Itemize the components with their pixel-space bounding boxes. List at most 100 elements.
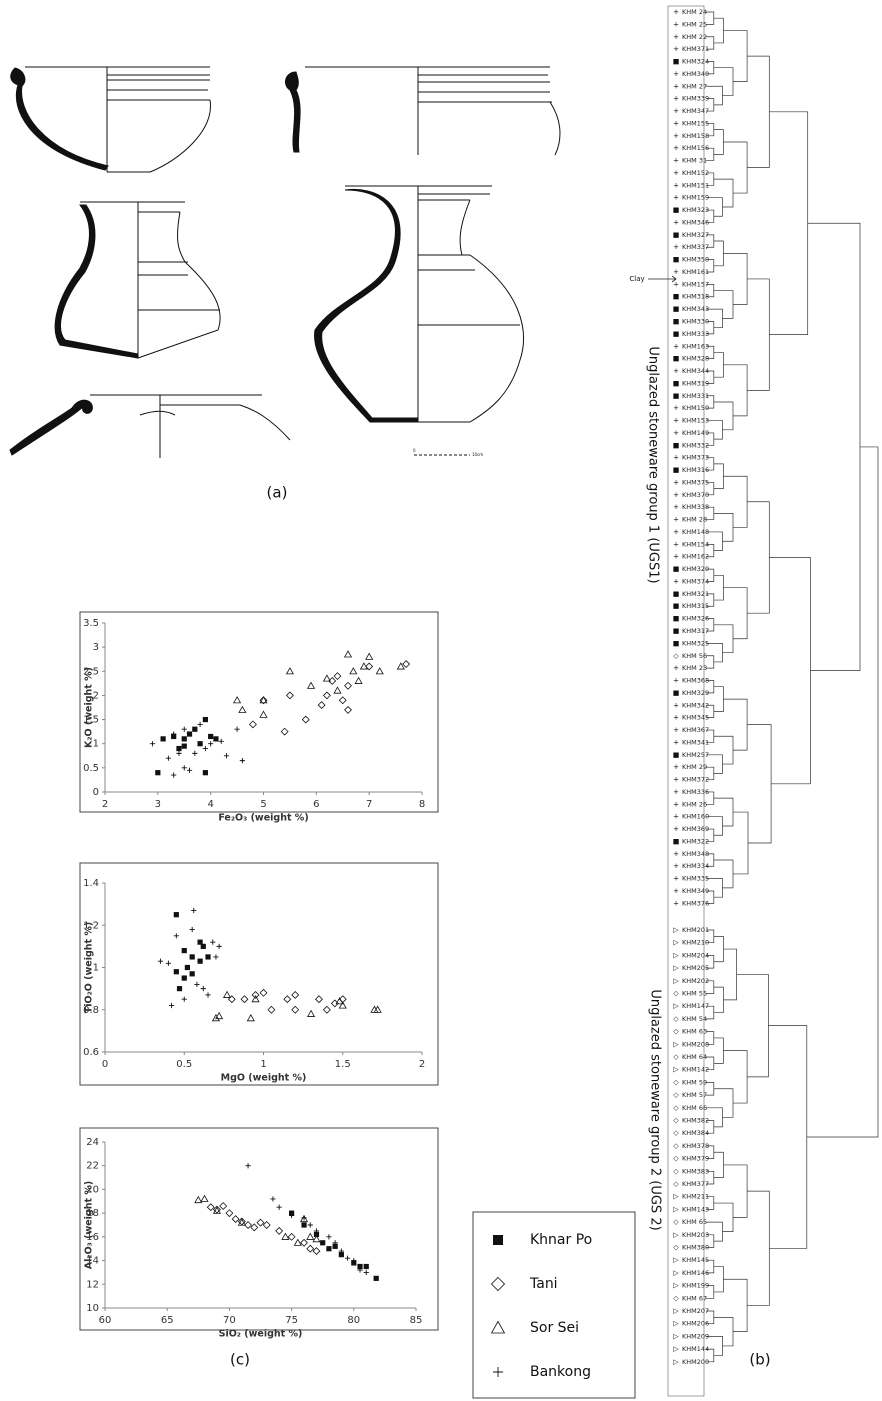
- leaf-label: KHM337: [682, 243, 709, 251]
- leaf-label: KHM336: [682, 788, 709, 796]
- legend: Khnar Po Tani Sor Sei Bankong: [490, 1232, 592, 1380]
- leaf-symbol: ■: [673, 392, 680, 400]
- leaf-label: KHM340: [682, 70, 709, 78]
- leaf-symbol: ▷: [673, 939, 679, 947]
- leaf-symbol: +: [673, 70, 679, 78]
- point: [225, 1209, 234, 1218]
- dendrogram-branch: [807, 222, 861, 672]
- leaf-symbol: ■: [673, 751, 680, 759]
- dendrogram-branch: [769, 111, 809, 336]
- point: [205, 992, 211, 998]
- point: [359, 662, 368, 670]
- dendrogram-branch: [723, 475, 748, 528]
- dendrogram-branch: [713, 401, 734, 431]
- leaf-symbol: ▷: [673, 1269, 679, 1277]
- point: [181, 736, 187, 742]
- leaf-label: KHM157: [682, 280, 709, 288]
- point: [332, 1240, 338, 1246]
- point: [246, 1014, 255, 1022]
- leaf-symbol: +: [673, 181, 679, 189]
- leaf-symbol: +: [673, 107, 679, 115]
- point: [275, 1226, 284, 1235]
- dendrogram-branch: [713, 513, 734, 542]
- leaf-symbol: +: [673, 194, 679, 202]
- point: [184, 964, 191, 971]
- leaf-label: KHM257: [682, 751, 709, 759]
- point: [293, 1238, 302, 1246]
- point: [181, 996, 187, 1002]
- point: [330, 999, 339, 1008]
- leaf-symbol: ◇: [673, 1028, 679, 1036]
- leaf-label: KHM328: [682, 355, 709, 363]
- dendrogram-branch: [713, 686, 724, 712]
- dendrogram-branch: [747, 55, 770, 168]
- leaf-label: KHM319: [682, 379, 709, 387]
- y-axis-label: K₂O (weight %): [84, 667, 95, 748]
- point: [181, 948, 187, 954]
- x-tick-label: 70: [223, 1315, 236, 1326]
- leaf-symbol: ■: [673, 590, 680, 598]
- leaf-symbol: ■: [673, 58, 680, 66]
- dendrogram-branch: [713, 67, 734, 96]
- dendrogram-branch: [723, 1050, 748, 1104]
- leaf-symbol: ▷: [673, 1282, 679, 1290]
- y-tick-label: 0.6: [83, 1047, 99, 1058]
- point: [280, 727, 289, 736]
- leaf-label: KHM372: [682, 776, 709, 784]
- y-tick-label: 2.5: [83, 666, 99, 677]
- point: [301, 1222, 307, 1228]
- legend-marker: [490, 1276, 506, 1292]
- point: [208, 741, 214, 747]
- leaf-label: KHM 57: [682, 1091, 707, 1099]
- leaf-label: KHM327: [682, 231, 709, 239]
- dendrogram-branch: [723, 698, 748, 751]
- point: [245, 1163, 251, 1169]
- point: [186, 731, 193, 737]
- group-label: Unglazed stoneware group 1 (UGS1): [646, 346, 661, 583]
- leaf-label: KHM367: [682, 726, 709, 734]
- chart: 0 0.5 1 1.5 2 0.6 0.8 1 1.2 1.4 MgO (weight %) TiO₂…: [79, 862, 439, 1086]
- point: [168, 1002, 175, 1009]
- leaf-symbol: +: [673, 280, 679, 288]
- leaf-label: KHM 64: [682, 1053, 707, 1061]
- leaf-label: KHM158: [682, 132, 709, 140]
- leaf-label: KHM 66: [682, 1104, 707, 1112]
- point: [210, 939, 216, 945]
- leaf-label: KHM152: [682, 169, 709, 177]
- leaf-label: KHM201: [682, 926, 709, 934]
- leaf-label: KHM159: [682, 194, 709, 202]
- dendrogram-branch: [713, 1037, 724, 1064]
- leaf-symbol: +: [673, 454, 679, 462]
- leaf-label: KHM199: [682, 1282, 709, 1290]
- legend-marker: [493, 1235, 503, 1245]
- leaf-symbol: +: [673, 20, 679, 28]
- dendrogram-branch: [769, 557, 811, 785]
- dendrogram-branch: [723, 587, 748, 640]
- point: [197, 939, 203, 945]
- x-tick-label: 60: [99, 1315, 112, 1326]
- pot-section: [284, 71, 301, 153]
- panel-label: (c): [230, 1351, 250, 1369]
- x-tick-label: 80: [347, 1315, 360, 1326]
- point: [218, 738, 224, 744]
- leaf-label: KHM318: [682, 293, 709, 301]
- point: [173, 969, 179, 975]
- x-tick-label: 65: [161, 1315, 174, 1326]
- pot-section: [314, 188, 419, 423]
- point: [301, 1215, 307, 1221]
- leaf-label: KHM377: [682, 1180, 709, 1188]
- leaf-symbol: +: [673, 800, 679, 808]
- leaf-label: KHM 56: [682, 652, 707, 660]
- x-tick-label: 6: [313, 799, 319, 810]
- leaf-symbol: ◇: [673, 1180, 679, 1188]
- point: [213, 1205, 221, 1214]
- leaf-symbol: ◇: [673, 652, 679, 660]
- leaf-label: KHM153: [682, 417, 709, 425]
- leaf-symbol: ▷: [673, 1320, 679, 1328]
- leaf-label: KHM320: [682, 565, 709, 573]
- y-tick-label: 1.4: [83, 878, 99, 889]
- x-tick-label: 75: [285, 1315, 298, 1326]
- dendrogram-branch: [706, 1082, 715, 1096]
- x-tick-label: 1.5: [335, 1059, 351, 1070]
- leaf-symbol: ■: [673, 441, 680, 449]
